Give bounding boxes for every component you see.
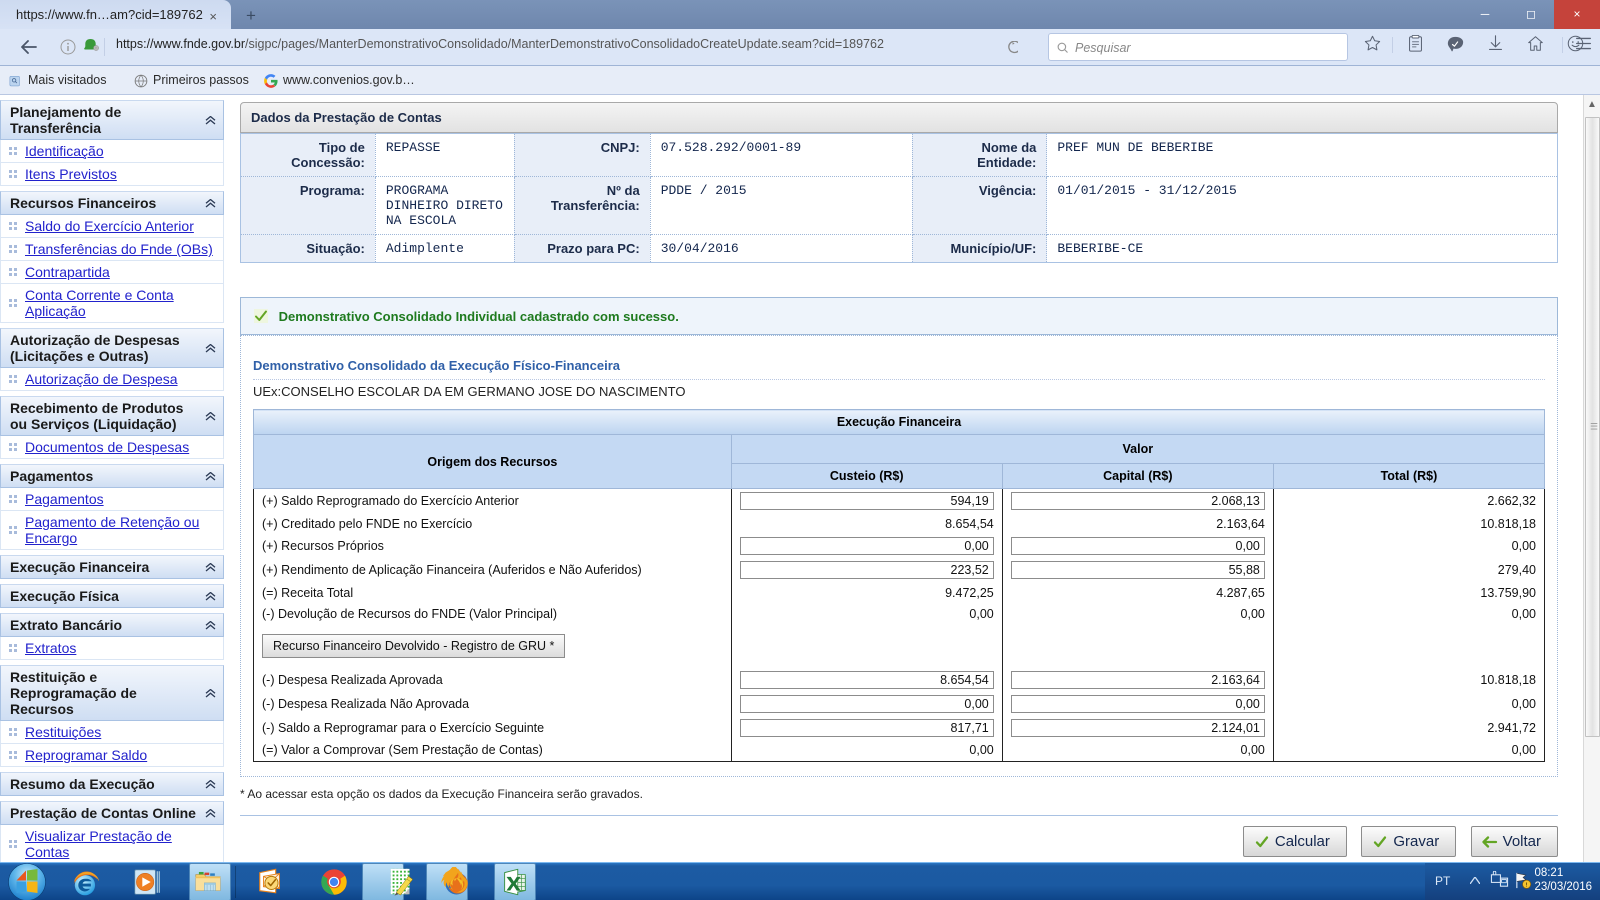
svg-text:!: ! — [1526, 882, 1528, 888]
